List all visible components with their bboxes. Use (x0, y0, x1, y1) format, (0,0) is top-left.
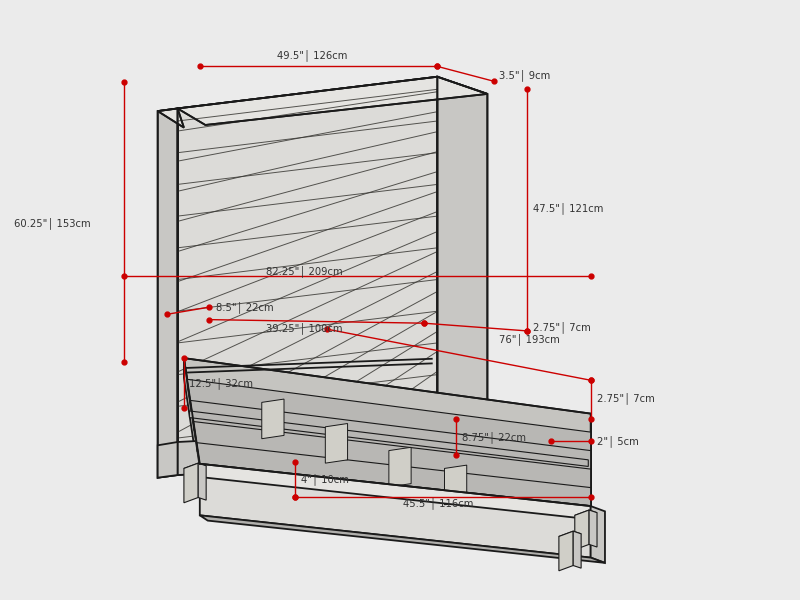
Polygon shape (158, 109, 184, 128)
Polygon shape (559, 531, 573, 571)
Polygon shape (190, 400, 590, 475)
Text: 47.5"│ 121cm: 47.5"│ 121cm (534, 202, 604, 214)
Text: 3.5"│ 9cm: 3.5"│ 9cm (499, 70, 550, 81)
Text: 2.75"│ 7cm: 2.75"│ 7cm (597, 392, 654, 404)
Text: 60.25"│ 153cm: 60.25"│ 153cm (14, 217, 90, 229)
Text: 49.5"│ 126cm: 49.5"│ 126cm (278, 49, 348, 61)
Polygon shape (184, 358, 200, 484)
Text: 82.25"│ 209cm: 82.25"│ 209cm (266, 266, 343, 277)
Text: 12.5"│ 32cm: 12.5"│ 32cm (190, 377, 254, 389)
Text: 39.25"│ 100cm: 39.25"│ 100cm (266, 322, 343, 334)
Polygon shape (574, 510, 589, 550)
Polygon shape (190, 411, 588, 466)
Polygon shape (197, 443, 590, 511)
Polygon shape (197, 443, 200, 473)
Text: 76"│ 193cm: 76"│ 193cm (499, 333, 560, 344)
Polygon shape (589, 510, 597, 547)
Polygon shape (184, 463, 198, 503)
Text: 2.75"│ 7cm: 2.75"│ 7cm (534, 321, 591, 332)
Polygon shape (184, 358, 590, 506)
Polygon shape (200, 464, 590, 519)
Polygon shape (262, 399, 284, 439)
Polygon shape (158, 109, 178, 478)
Polygon shape (187, 379, 590, 456)
Text: 8.5"│ 22cm: 8.5"│ 22cm (216, 301, 274, 313)
Polygon shape (438, 77, 487, 460)
Polygon shape (445, 465, 466, 505)
Polygon shape (573, 531, 581, 568)
Polygon shape (178, 429, 438, 475)
Text: 45.5"│ 116cm: 45.5"│ 116cm (403, 497, 474, 509)
Polygon shape (178, 77, 438, 475)
Polygon shape (574, 510, 597, 518)
Polygon shape (178, 77, 487, 125)
Polygon shape (198, 463, 206, 500)
Polygon shape (194, 422, 590, 493)
Polygon shape (187, 379, 190, 409)
Polygon shape (590, 506, 605, 563)
Polygon shape (158, 442, 178, 478)
Polygon shape (200, 464, 590, 557)
Polygon shape (200, 515, 605, 563)
Text: 2"│ 5cm: 2"│ 5cm (597, 436, 638, 448)
Polygon shape (559, 531, 581, 539)
Polygon shape (326, 424, 347, 463)
Text: 8.75"│ 22cm: 8.75"│ 22cm (462, 431, 526, 443)
Text: 4"│ 10cm: 4"│ 10cm (302, 473, 350, 485)
Polygon shape (190, 400, 194, 431)
Polygon shape (389, 447, 411, 487)
Polygon shape (184, 463, 206, 471)
Polygon shape (194, 422, 197, 452)
